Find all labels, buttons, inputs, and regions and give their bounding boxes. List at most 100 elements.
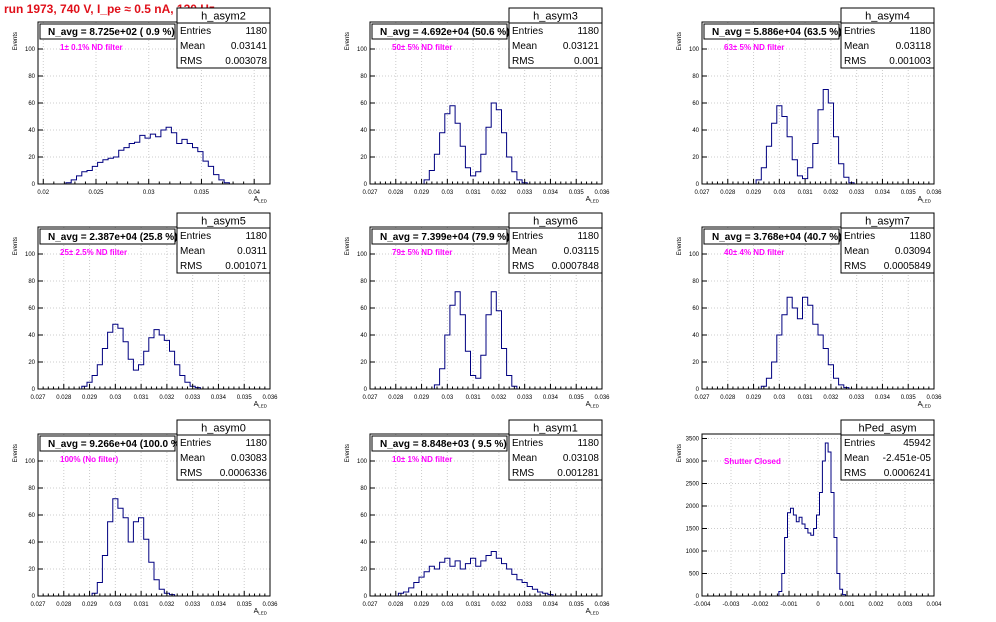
histogram-bin xyxy=(486,315,491,389)
x-tick-label: 0.029 xyxy=(82,395,98,401)
histogram-bin xyxy=(82,172,87,184)
y-tick-label: 0 xyxy=(32,387,36,393)
histogram-bin xyxy=(108,158,113,184)
histogram-line xyxy=(423,102,528,184)
x-axis-label: ALED xyxy=(586,401,600,409)
histogram-bin xyxy=(149,562,154,596)
histogram-bin xyxy=(465,564,470,596)
histogram-title: N_avg = 8.725e+02 ( 0.9 %) xyxy=(48,27,175,38)
stats-value: 0.001281 xyxy=(557,468,599,479)
stats-value: 0.03121 xyxy=(563,41,600,52)
x-tick-label: 0.027 xyxy=(30,602,46,608)
x-tick-label: 0.029 xyxy=(82,602,98,608)
y-tick-label: 60 xyxy=(28,306,35,312)
histogram-bin xyxy=(481,154,486,184)
histogram-bin xyxy=(808,305,813,389)
x-tick-label: 0.028 xyxy=(56,395,72,401)
x-tick-label: 0.035 xyxy=(237,602,253,608)
histogram-bin xyxy=(166,127,171,184)
y-tick-label: 40 xyxy=(692,128,699,134)
stats-key: Mean xyxy=(844,41,869,52)
histogram-bin xyxy=(834,137,839,184)
histogram-bin xyxy=(828,452,831,596)
histogram-bin xyxy=(455,123,460,184)
histogram-title: N_avg = 2.387e+04 (25.8 %) xyxy=(48,232,178,243)
stats-value: 1180 xyxy=(245,26,267,37)
histogram-title: N_avg = 7.399e+04 (79.9 %) xyxy=(380,232,510,243)
stats-key: Mean xyxy=(180,453,205,464)
stats-key: RMS xyxy=(180,261,203,272)
x-tick-label: 0.029 xyxy=(414,602,430,608)
histogram-panel-h_asym0: 0.027 0.028 0.029 0.03 0.031 0.032 0.033 0.034 0… xyxy=(13,419,278,616)
histogram-line xyxy=(397,551,554,596)
x-tick-label: 0.03 xyxy=(143,190,155,196)
stats-histogram-name: h_asym3 xyxy=(533,11,578,23)
histogram-bin xyxy=(445,114,450,184)
histogram-bin xyxy=(822,461,825,596)
histogram-bin xyxy=(837,574,840,597)
stats-key: Entries xyxy=(844,438,875,449)
histogram-bin xyxy=(133,370,138,389)
histogram-bin xyxy=(818,335,823,389)
y-tick-label: 0 xyxy=(364,182,368,188)
x-tick-label: 0.04 xyxy=(248,190,260,196)
histogram-bin xyxy=(159,335,164,389)
stats-box xyxy=(176,212,271,274)
histogram-bin xyxy=(512,574,517,596)
y-tick-label: 80 xyxy=(360,279,367,285)
y-axis-label: Events xyxy=(345,237,351,255)
x-tick-label: 0.034 xyxy=(543,395,559,401)
y-tick-label: 0 xyxy=(32,594,36,600)
stats-value: 0.0007848 xyxy=(552,261,600,272)
stats-key: Entries xyxy=(512,26,543,37)
histogram-bin xyxy=(803,297,808,389)
stats-key: RMS xyxy=(844,468,867,479)
x-tick-label: 0.028 xyxy=(388,190,404,196)
histogram-bin xyxy=(103,160,108,184)
x-tick-label: 0 xyxy=(816,602,820,608)
filter-annotation: 79± 5% ND filter xyxy=(392,248,452,257)
y-tick-label: 100 xyxy=(25,47,36,53)
stats-value: 1180 xyxy=(577,438,599,449)
y-tick-label: 20 xyxy=(360,155,367,161)
x-tick-label: -0.001 xyxy=(780,602,798,608)
x-tick-label: 0.028 xyxy=(388,395,404,401)
y-tick-label: 40 xyxy=(360,333,367,339)
x-tick-label: 0.032 xyxy=(159,395,175,401)
histogram-bin xyxy=(823,90,828,185)
y-axis-label: Events xyxy=(677,444,683,462)
histogram-title: N_avg = 4.692e+04 (50.6 %) xyxy=(380,27,510,38)
y-tick-label: 80 xyxy=(28,279,35,285)
histogram-bin xyxy=(170,351,175,389)
x-tick-label: 0.002 xyxy=(868,602,884,608)
stats-value: 0.001071 xyxy=(225,261,267,272)
histogram-title: N_avg = 5.886e+04 (63.5 %) xyxy=(712,27,842,38)
stats-value: 1180 xyxy=(245,438,267,449)
histogram-bin xyxy=(507,157,512,184)
stats-key: Mean xyxy=(844,246,869,257)
histogram-bin xyxy=(799,517,802,596)
histogram-title: N_avg = 3.768e+04 (40.7 %) xyxy=(712,232,842,243)
stats-histogram-name: h_asym4 xyxy=(865,11,910,23)
stats-value: 1180 xyxy=(909,26,931,37)
x-tick-label: 0.03 xyxy=(441,395,453,401)
y-tick-label: 0 xyxy=(696,182,700,188)
histogram-bin xyxy=(820,493,823,597)
title-box xyxy=(39,23,176,40)
x-tick-label: 0.02 xyxy=(37,190,49,196)
stats-key: Mean xyxy=(512,453,537,464)
histogram-bin xyxy=(481,355,486,389)
histogram-bin xyxy=(797,319,802,389)
y-tick-label: 100 xyxy=(357,47,368,53)
title-box xyxy=(371,228,508,245)
x-tick-label: 0.027 xyxy=(694,190,710,196)
x-tick-label: 0.031 xyxy=(798,190,814,196)
histogram-bin xyxy=(128,542,133,596)
histogram-bin xyxy=(779,592,782,597)
y-tick-label: 20 xyxy=(28,567,35,573)
histogram-line xyxy=(91,498,176,596)
histogram-bin xyxy=(434,569,439,596)
filter-annotation: 40± 4% ND filter xyxy=(724,248,784,257)
y-tick-label: 60 xyxy=(28,513,35,519)
histogram-line xyxy=(433,291,518,389)
